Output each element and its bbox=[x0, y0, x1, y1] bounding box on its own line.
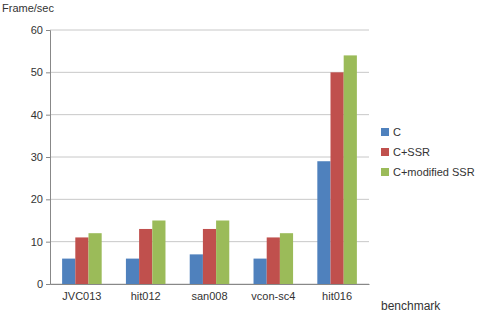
bar bbox=[267, 237, 280, 284]
tick: 20 bbox=[31, 193, 50, 205]
bar-series bbox=[88, 55, 356, 284]
tick: 50 bbox=[31, 66, 50, 78]
bar bbox=[190, 254, 203, 284]
tick-mark bbox=[46, 115, 50, 116]
tick: 40 bbox=[31, 109, 50, 121]
legend-label: C bbox=[393, 126, 401, 138]
bar bbox=[126, 259, 139, 284]
bars bbox=[62, 55, 357, 284]
bar bbox=[203, 229, 216, 284]
tick-label: 20 bbox=[31, 193, 43, 205]
bar-series bbox=[75, 72, 343, 284]
legend: C C+SSR C+modified SSR bbox=[381, 126, 475, 178]
tick: 30 bbox=[31, 151, 50, 163]
legend-item: C bbox=[381, 126, 401, 138]
bar bbox=[280, 233, 293, 284]
tick-label: hit012 bbox=[131, 290, 161, 302]
tick-label: 30 bbox=[31, 151, 43, 163]
tick: JVC013 bbox=[62, 284, 101, 302]
x-axis: JVC013 hit012 san008 vcon-sc4 hit016 bbox=[51, 284, 370, 302]
legend-item: C+SSR bbox=[381, 146, 430, 158]
y-axis: 0 10 20 30 40 50 60 bbox=[31, 24, 51, 290]
legend-swatch bbox=[381, 128, 389, 136]
tick-label: san008 bbox=[191, 290, 227, 302]
tick-mark bbox=[46, 284, 50, 285]
tick: san008 bbox=[191, 284, 227, 302]
bar-series bbox=[62, 161, 330, 284]
legend-swatch bbox=[381, 148, 389, 156]
grid-line bbox=[50, 157, 369, 158]
legend-item: C+modified SSR bbox=[381, 166, 475, 178]
grid-line bbox=[50, 30, 369, 31]
bar bbox=[62, 259, 75, 284]
axis-line bbox=[46, 31, 51, 285]
plot-area: 0 10 20 30 40 50 60 JVC013 hit012 san008 vcon-sc4 h… bbox=[31, 24, 370, 302]
tick: hit012 bbox=[131, 284, 161, 302]
bar bbox=[331, 72, 344, 284]
bar bbox=[317, 161, 330, 284]
legend-swatch bbox=[381, 168, 389, 176]
tick: vcon-sc4 bbox=[251, 284, 295, 302]
tick: 60 bbox=[31, 24, 50, 36]
tick-mark bbox=[46, 199, 50, 200]
grid bbox=[50, 30, 369, 284]
tick-mark bbox=[46, 72, 50, 73]
bar bbox=[88, 233, 101, 284]
chart: 0 10 20 30 40 50 60 JVC013 hit012 san008 vcon-sc4 h… bbox=[0, 0, 489, 320]
tick-label: JVC013 bbox=[62, 290, 101, 302]
bar bbox=[75, 237, 88, 284]
tick-label: hit016 bbox=[322, 290, 352, 302]
legend-label: C+modified SSR bbox=[393, 166, 475, 178]
bar bbox=[344, 55, 357, 284]
tick-label: vcon-sc4 bbox=[251, 290, 295, 302]
x-axis-title: benchmark bbox=[381, 299, 441, 313]
legend-label: C+SSR bbox=[393, 146, 430, 158]
bar bbox=[216, 221, 229, 285]
tick: 0 bbox=[37, 278, 50, 290]
tick: hit016 bbox=[322, 284, 352, 302]
grid-line bbox=[50, 72, 369, 73]
tick-mark bbox=[46, 30, 50, 31]
tick-mark bbox=[46, 157, 50, 158]
axis-line bbox=[51, 284, 370, 285]
tick-label: 40 bbox=[31, 109, 43, 121]
tick-label: 0 bbox=[37, 278, 43, 290]
bar bbox=[254, 259, 267, 284]
tick-label: 50 bbox=[31, 66, 43, 78]
bar bbox=[139, 229, 152, 284]
bar bbox=[152, 221, 165, 285]
tick: 10 bbox=[31, 236, 50, 248]
y-axis-title: Frame/sec bbox=[2, 2, 54, 14]
grid-line bbox=[50, 114, 369, 115]
tick-label: 60 bbox=[31, 24, 43, 36]
tick-mark bbox=[46, 242, 50, 243]
tick-label: 10 bbox=[31, 236, 43, 248]
